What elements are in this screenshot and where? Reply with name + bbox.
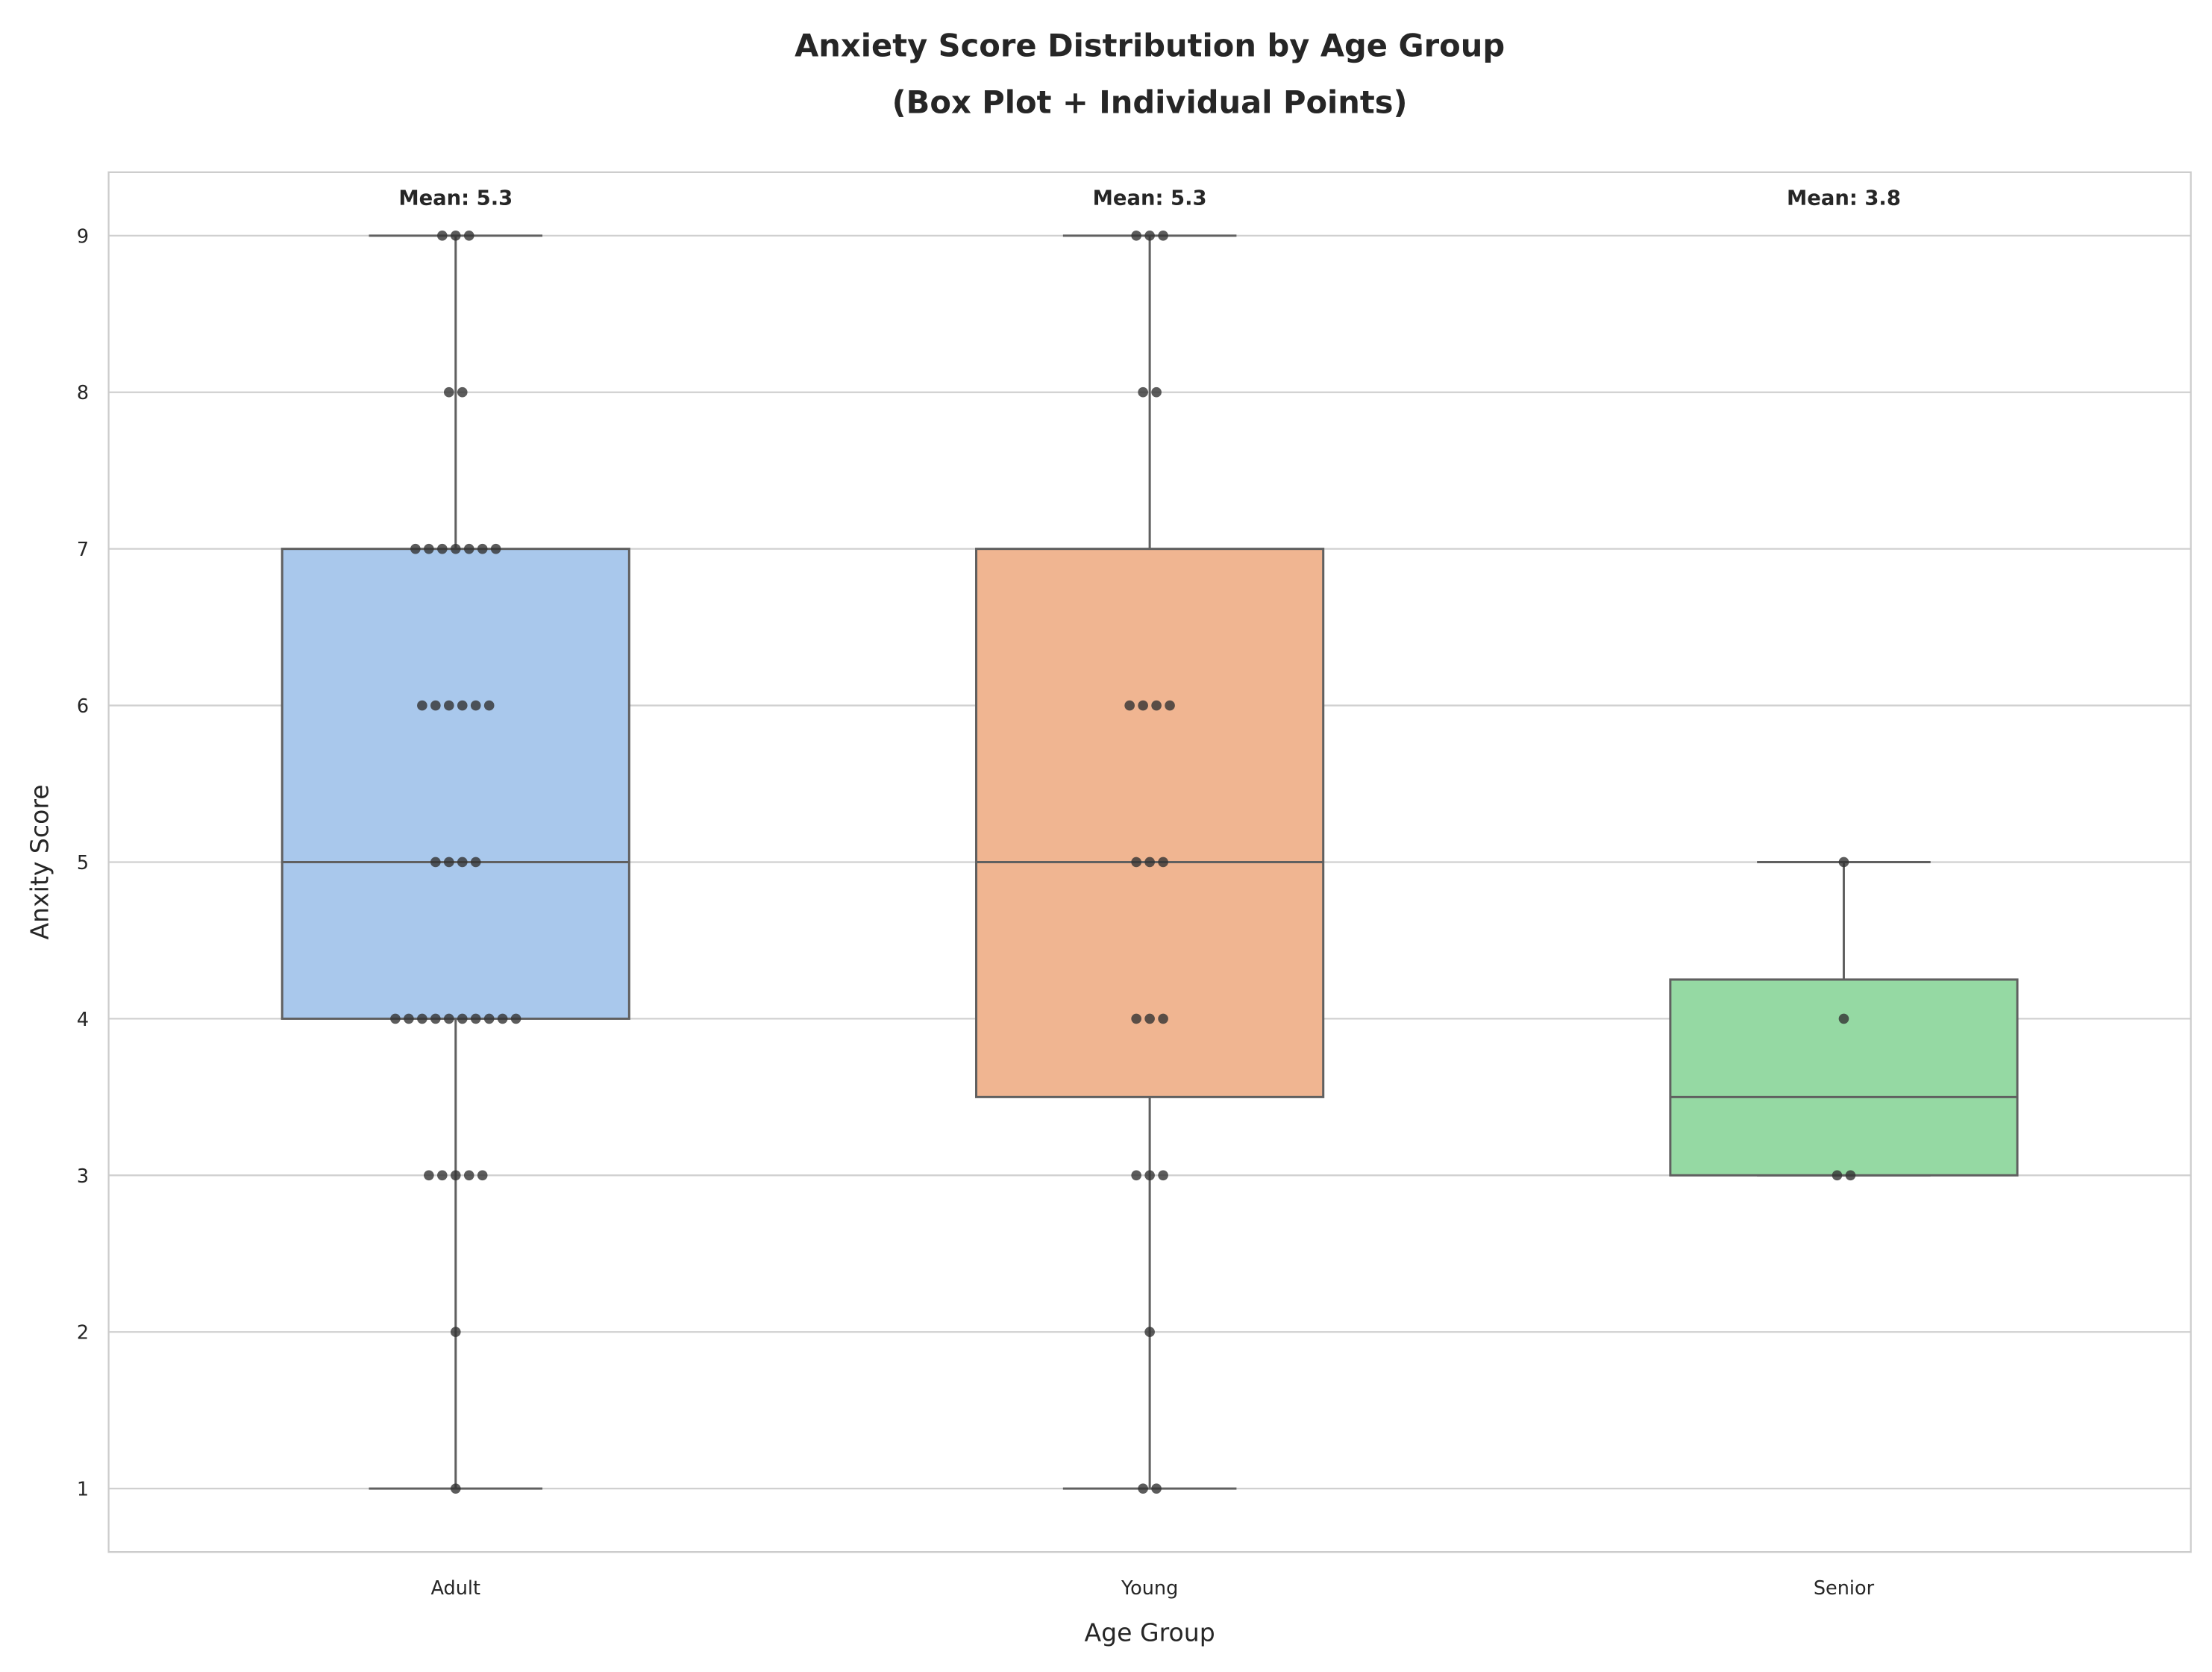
data-point — [1158, 1170, 1168, 1181]
data-point — [1144, 231, 1155, 241]
data-point — [417, 700, 427, 711]
data-point — [457, 1013, 468, 1024]
data-point — [510, 1013, 521, 1024]
data-point — [430, 700, 441, 711]
data-point — [410, 543, 421, 554]
y-tick-label: 8 — [77, 382, 89, 404]
y-tick-label: 4 — [77, 1009, 89, 1031]
data-point — [1131, 1170, 1141, 1181]
x-tick-label: Young — [1121, 1577, 1178, 1600]
y-tick-label: 1 — [77, 1479, 89, 1501]
data-point — [443, 857, 454, 868]
y-tick-label: 2 — [77, 1322, 89, 1344]
data-point — [477, 543, 488, 554]
data-point — [450, 1483, 461, 1494]
mean-label: Mean: 5.3 — [398, 187, 513, 210]
data-point — [1151, 700, 1162, 711]
data-point — [470, 1013, 481, 1024]
data-point — [1131, 1013, 1141, 1024]
data-point — [424, 1170, 434, 1181]
data-point — [463, 543, 474, 554]
x-axis-label: Age Group — [1085, 1618, 1215, 1647]
data-point — [437, 231, 448, 241]
data-point — [1151, 1483, 1162, 1494]
data-point — [463, 231, 474, 241]
data-point — [1144, 1013, 1155, 1024]
data-point — [1158, 1013, 1168, 1024]
data-point — [1144, 1327, 1155, 1338]
data-point — [457, 386, 468, 398]
data-point — [1144, 857, 1155, 868]
data-point — [437, 1170, 448, 1181]
data-point — [457, 700, 468, 711]
data-point — [1838, 1013, 1849, 1024]
data-point — [430, 857, 441, 868]
data-point — [1138, 1483, 1148, 1494]
data-point — [1124, 700, 1135, 711]
x-tick-label: Adult — [431, 1577, 480, 1600]
data-point — [1158, 857, 1168, 868]
data-point — [1131, 231, 1141, 241]
mean-label: Mean: 5.3 — [1093, 187, 1207, 210]
data-point — [450, 1327, 461, 1338]
data-point — [1151, 386, 1162, 398]
data-point — [1138, 700, 1148, 711]
data-point — [424, 543, 434, 554]
data-point — [457, 857, 468, 868]
data-point — [1131, 857, 1141, 868]
box — [975, 548, 1325, 1098]
data-point — [470, 857, 481, 868]
data-point — [450, 231, 461, 241]
data-point — [417, 1013, 427, 1024]
data-point — [1165, 700, 1175, 711]
data-point — [483, 700, 495, 711]
data-point — [443, 700, 454, 711]
data-point — [450, 543, 461, 554]
data-point — [437, 543, 448, 554]
plot-frame — [107, 171, 2192, 1553]
data-point — [450, 1170, 461, 1181]
data-point — [390, 1013, 401, 1024]
data-point — [483, 1013, 495, 1024]
y-tick-label: 7 — [77, 539, 89, 561]
y-axis-label: Anxity Score — [25, 784, 54, 939]
data-point — [1158, 231, 1168, 241]
data-point — [1838, 857, 1849, 868]
box — [281, 548, 630, 1020]
y-tick-label: 9 — [77, 225, 89, 248]
data-point — [1845, 1170, 1856, 1181]
chart-title: Anxiety Score Distribution by Age Group — [795, 28, 1505, 64]
chart-subtitle: (Box Plot + Individual Points) — [892, 84, 1408, 120]
mean-label: Mean: 3.8 — [1787, 187, 1901, 210]
y-tick-label: 5 — [77, 852, 89, 874]
x-tick-label: Senior — [1814, 1577, 1875, 1600]
data-point — [477, 1170, 488, 1181]
y-tick-label: 6 — [77, 695, 89, 718]
data-point — [470, 700, 481, 711]
data-point — [497, 1013, 508, 1024]
data-point — [1144, 1170, 1155, 1181]
box — [1669, 978, 2019, 1177]
data-point — [443, 1013, 454, 1024]
data-point — [463, 1170, 474, 1181]
data-point — [430, 1013, 441, 1024]
data-point — [490, 543, 501, 554]
data-point — [404, 1013, 414, 1024]
data-point — [443, 386, 454, 398]
data-point — [1832, 1170, 1843, 1181]
y-tick-label: 3 — [77, 1165, 89, 1188]
data-point — [1138, 386, 1148, 398]
